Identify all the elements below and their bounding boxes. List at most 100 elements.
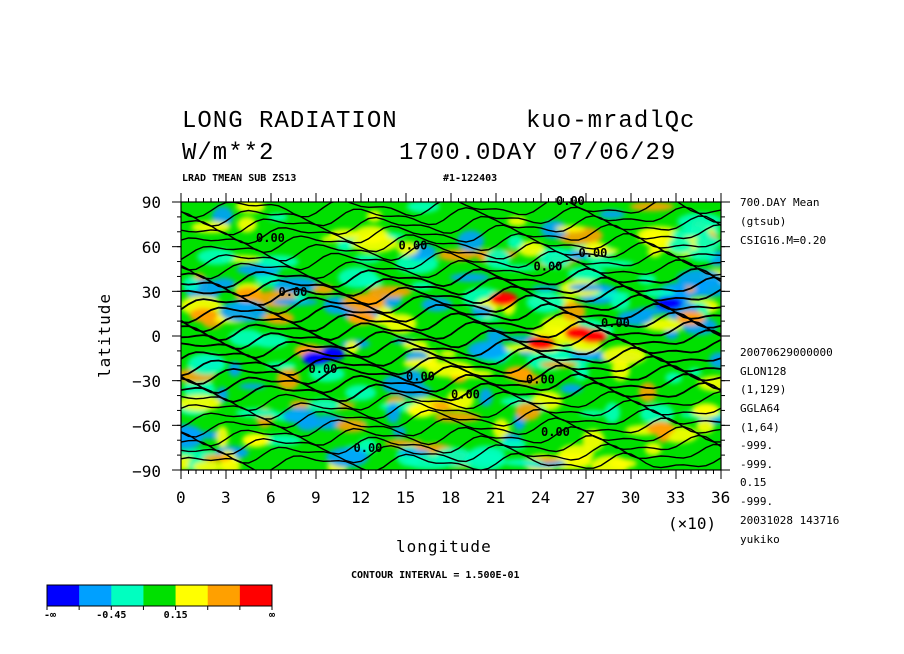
- field-blob: [540, 361, 578, 369]
- info-line: -999.: [740, 458, 774, 471]
- y-tick-label: −90: [132, 462, 161, 481]
- run-id: #1-122403: [443, 173, 498, 184]
- field-blob: [192, 461, 223, 470]
- contour-line: [181, 206, 721, 227]
- plot-area: [181, 202, 721, 470]
- field-blob: [329, 228, 359, 240]
- x-tick-label: 21: [486, 488, 506, 507]
- contour-line: [181, 276, 721, 298]
- x-tick-label: 9: [311, 488, 321, 507]
- field-blob: [599, 209, 625, 219]
- chart-title: LONG RADIATION: [182, 108, 398, 135]
- contour-line: [181, 223, 721, 245]
- contour-label: 0.00: [601, 316, 630, 330]
- field-blob: [582, 429, 605, 451]
- info-line: 700.DAY Mean: [740, 196, 820, 209]
- field-blob: [271, 298, 319, 306]
- contour-line: [181, 346, 721, 368]
- field-blob: [650, 238, 674, 252]
- field-blob: [694, 235, 721, 250]
- colorbar-label: ∞: [269, 610, 276, 621]
- y-axis-label: latitude: [95, 292, 115, 379]
- y-tick-label: −30: [132, 372, 161, 391]
- field-blob: [591, 455, 629, 470]
- field-blob: [517, 240, 545, 257]
- y-tick-label: 30: [141, 283, 161, 302]
- field-blob: [216, 425, 229, 448]
- contour-line: [181, 329, 721, 350]
- contour-line: [181, 390, 721, 412]
- experiment-name: kuo-mradlQc: [526, 108, 696, 135]
- x-tick-label: 12: [351, 488, 371, 507]
- field-blob: [468, 445, 506, 465]
- contour-label: 0.00: [256, 231, 285, 245]
- field-blob: [257, 255, 299, 269]
- x-tick-label: 27: [576, 488, 596, 507]
- field-blob: [677, 212, 721, 231]
- field-blob: [637, 274, 657, 285]
- field-blob: [665, 372, 683, 384]
- contour-line: [181, 373, 721, 394]
- field-blob: [297, 418, 318, 432]
- field-blob: [336, 242, 353, 252]
- contour-label: 0.00: [556, 194, 585, 208]
- contour-line: [181, 285, 721, 306]
- contour-line: [181, 202, 721, 219]
- contour-line: [181, 408, 721, 429]
- field-blob: [337, 267, 378, 289]
- x-tick-label: 24: [531, 488, 551, 507]
- info-line: CSIG16.M=0.20: [740, 234, 827, 247]
- contour-label: 0.00: [526, 373, 555, 387]
- field-blob: [411, 281, 434, 291]
- field-blob: [446, 389, 474, 411]
- field-blob: [601, 345, 647, 366]
- units-label: W/m**2: [182, 140, 275, 167]
- x-tick-label: 18: [441, 488, 461, 507]
- y-tick-label: 60: [141, 238, 161, 257]
- x-tick-label: 36: [711, 488, 731, 507]
- field-blob: [478, 388, 493, 407]
- contour-line: [181, 232, 721, 254]
- contour-label: 0.00: [579, 246, 608, 260]
- info-line: 20031028 143716: [740, 514, 840, 527]
- field-blob: [406, 202, 440, 213]
- x-tick-label: 30: [621, 488, 641, 507]
- field-blob: [366, 210, 382, 222]
- contour-line: [181, 311, 721, 333]
- day-label: 1700.0DAY 07/06/29: [399, 140, 677, 167]
- contour-line: [181, 259, 721, 280]
- field-blob: [571, 340, 602, 353]
- field-blob: [381, 375, 409, 394]
- x-tick-label: 3: [221, 488, 231, 507]
- info-line: (1,64): [740, 421, 780, 434]
- field-blob: [567, 266, 607, 281]
- contour-line: [181, 364, 721, 386]
- contour-line: [181, 434, 721, 456]
- contour-label: 0.00: [399, 239, 428, 253]
- y-tick-label: 90: [141, 193, 161, 212]
- contour-line: [181, 320, 721, 342]
- field-blob: [696, 419, 714, 434]
- contour-label: 0.00: [451, 388, 480, 402]
- y-tick-label: 0: [151, 327, 161, 346]
- field-blob: [402, 358, 441, 369]
- field-blob: [540, 220, 568, 239]
- x-tick-label: 6: [266, 488, 276, 507]
- variable-code: LRAD TMEAN SUB ZS13: [182, 173, 297, 184]
- x-tick-label: 0: [176, 488, 186, 507]
- info-line: (gtsub): [740, 215, 787, 228]
- contour-label: 0.00: [354, 441, 383, 455]
- contour-label: 0.00: [541, 425, 570, 439]
- field-blob: [638, 382, 657, 403]
- contour-label: 0.00: [406, 370, 435, 384]
- field-blob: [439, 350, 457, 358]
- contour-line: [181, 381, 721, 403]
- field-blob: [569, 350, 609, 360]
- contour-line: [181, 215, 721, 236]
- y-tick-label: −60: [132, 417, 161, 436]
- x-tick-label: 15: [396, 488, 416, 507]
- field-blob: [473, 315, 502, 322]
- x-multiplier: (×10): [668, 514, 717, 533]
- field-blob: [354, 254, 381, 264]
- x-axis-label: longitude: [396, 537, 492, 556]
